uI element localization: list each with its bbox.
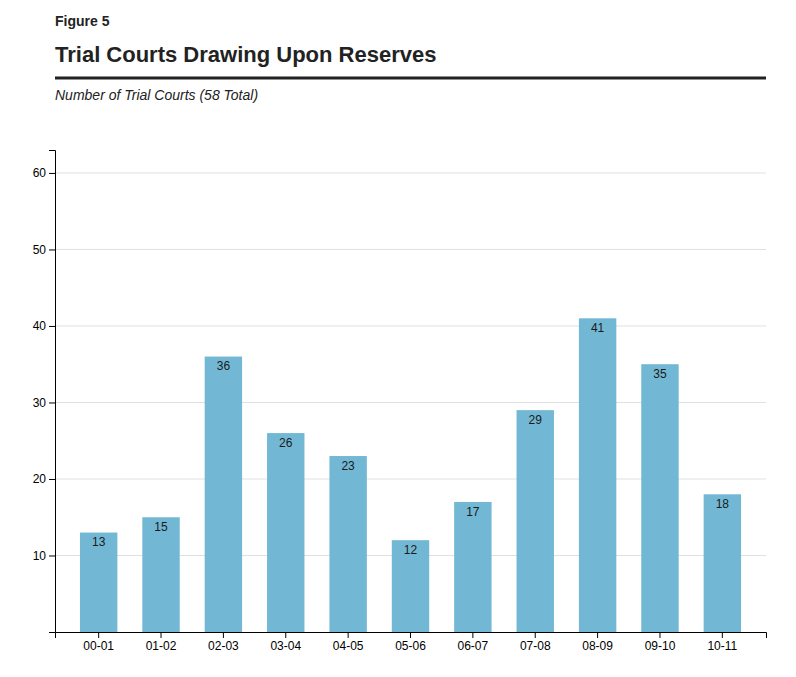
grid-line — [55, 172, 766, 173]
y-tick: 50 — [33, 243, 55, 257]
subtitle: Number of Trial Courts (58 Total) — [55, 87, 258, 103]
data-label: 12 — [404, 543, 418, 557]
y-tick: 20 — [33, 472, 55, 486]
x-tick: 00-01 — [83, 632, 114, 653]
x-tick-label: 06-07 — [458, 639, 489, 653]
y-tick-label: 30 — [33, 396, 47, 410]
bar — [267, 433, 304, 632]
x-tick-label: 10-11 — [707, 639, 737, 653]
y-tick-mark — [49, 402, 55, 403]
bar — [454, 502, 491, 632]
data-label: 41 — [591, 321, 605, 335]
x-tick: 04-05 — [333, 632, 364, 653]
x-tick: 09-10 — [645, 632, 676, 653]
y-tick: 40 — [33, 319, 55, 333]
separator — [55, 77, 766, 80]
x-tick: 10-11 — [707, 632, 737, 653]
data-label: 17 — [466, 505, 480, 519]
data-label: 23 — [341, 459, 355, 473]
x-tick-mark — [223, 632, 224, 638]
x-tick-label: 00-01 — [83, 639, 114, 653]
x-tick-mark — [472, 632, 473, 638]
x-axis: 00-01 01-02 02-03 03-04 04-05 05-06 06-07 07-08… — [56, 632, 767, 653]
bar — [80, 533, 117, 632]
header: Figure 5 Trial Courts Drawing Upon Reserv… — [55, 13, 766, 103]
bars — [80, 318, 741, 632]
title: Trial Courts Drawing Upon Reserves — [55, 42, 436, 67]
y-tick-label: 10 — [33, 549, 47, 563]
y-axis: 10 20 30 40 50 60 — [33, 151, 56, 633]
grid-line — [55, 249, 766, 250]
x-tick-mark — [722, 632, 723, 638]
plot: 10 20 30 40 50 60 00-01 01-02 02-03 03-04 04-05 05-… — [33, 151, 767, 653]
x-tick-mark — [597, 632, 598, 638]
x-tick-mark — [659, 632, 660, 638]
bar — [641, 364, 678, 632]
y-tick: 30 — [33, 396, 55, 410]
x-tick: 08-09 — [582, 632, 613, 653]
y-tick-label: 20 — [33, 472, 47, 486]
y-tick-label: 50 — [33, 243, 47, 257]
x-tick-label: 02-03 — [208, 639, 239, 653]
data-label: 18 — [716, 497, 730, 511]
data-label: 13 — [92, 535, 106, 549]
x-tick: 01-02 — [146, 632, 177, 653]
bar — [517, 410, 554, 632]
x-tick: 07-08 — [520, 632, 551, 653]
y-tick-mark — [49, 249, 55, 250]
x-tick-label: 01-02 — [146, 639, 177, 653]
data-label: 35 — [653, 367, 667, 381]
x-tick-label: 05-06 — [395, 639, 426, 653]
y-tick-label: 40 — [33, 319, 47, 333]
x-tick-label: 04-05 — [333, 639, 364, 653]
data-label: 26 — [279, 436, 293, 450]
y-tick-mark — [49, 479, 55, 480]
bar — [205, 357, 242, 632]
bar — [329, 456, 366, 632]
data-labels: 13 15 36 26 23 12 17 29 41 35 18 — [92, 321, 729, 557]
y-tick-mark — [49, 326, 55, 327]
bar — [704, 494, 741, 632]
x-tick-mark — [161, 632, 162, 638]
x-tick-label: 07-08 — [520, 639, 551, 653]
figure-label: Figure 5 — [55, 13, 110, 29]
x-tick: 03-04 — [270, 632, 301, 653]
bar — [579, 318, 616, 632]
y-tick: 10 — [33, 549, 55, 563]
x-tick-label: 03-04 — [270, 639, 301, 653]
x-axis-line — [56, 633, 767, 639]
data-label: 29 — [529, 413, 543, 427]
y-tick-mark — [49, 173, 55, 174]
data-label: 36 — [217, 359, 231, 373]
y-tick: 60 — [33, 166, 55, 180]
x-tick: 06-07 — [458, 632, 489, 653]
y-axis-line — [49, 151, 56, 633]
x-tick: 02-03 — [208, 632, 239, 653]
y-tick-mark — [49, 555, 55, 556]
x-tick: 05-06 — [395, 632, 426, 653]
x-tick-mark — [98, 632, 99, 638]
x-tick-label: 09-10 — [645, 639, 676, 653]
grid-line — [55, 325, 766, 326]
y-tick-label: 60 — [33, 166, 47, 180]
bar — [142, 517, 179, 632]
x-tick-mark — [348, 632, 349, 638]
x-tick-label: 08-09 — [582, 639, 613, 653]
chart-svg: Figure 5 Trial Courts Drawing Upon Reserv… — [0, 0, 796, 677]
x-tick-mark — [410, 632, 411, 638]
x-tick-mark — [535, 632, 536, 638]
x-tick-mark — [285, 632, 286, 638]
bar — [392, 540, 429, 632]
data-label: 15 — [154, 520, 168, 534]
